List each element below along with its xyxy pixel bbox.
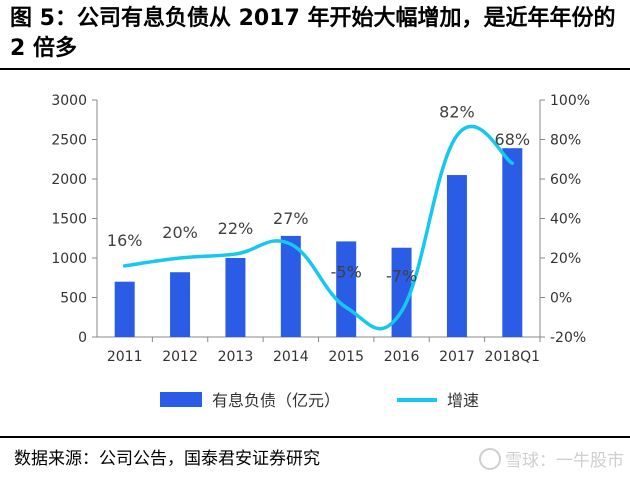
y-right-tick-label: 60% [550,172,581,188]
source-note: 数据来源：公司公告，国泰君安证券研究 [14,449,320,469]
bar [391,247,412,337]
y-left-tick-label: 2500 [51,133,87,149]
legend-bar-swatch [160,392,202,407]
combo-chart: 0 500 1000 1500 2000 2500 3000 -20% 0% 20% 40% 60% 8… [51,93,590,410]
title-rule [0,68,630,70]
x-tick-label: 2014 [273,349,309,365]
axes: 0 500 1000 1500 2000 2500 3000 -20% 0% 20% 40% 60% 8… [51,93,590,365]
watermark: 雪球：一牛股市 [479,446,624,471]
growth-data-label: 27% [273,209,309,228]
bar [280,235,301,337]
data-labels: 16% 20% 22% 27% -5% -7% 82% 68% [107,103,530,286]
x-tick-label: 2012 [162,349,198,365]
bar [336,241,357,337]
bar [114,281,135,337]
snowball-logo-icon [479,447,501,470]
x-tick-label: 2017 [439,349,475,365]
y-right-tick-label: 100% [550,93,590,109]
bars [114,148,523,337]
y-left-tick-label: 0 [78,330,87,346]
y-left-tick-label: 1000 [51,251,87,267]
y-right-tick-label: 20% [550,251,581,267]
y-right-tick-label: -20% [550,330,586,346]
y-left-tick-label: 500 [60,291,87,307]
growth-line-path [122,124,515,331]
bar [446,175,467,337]
x-tick-label: 2011 [107,349,143,365]
watermark-text: 雪球：一牛股市 [505,451,624,471]
y-left-tick-label: 2000 [51,172,87,188]
x-tick-label: 2018Q1 [485,349,541,365]
growth-data-label: 22% [218,219,254,238]
y-left-tick-label: 3000 [51,93,87,109]
footer-rule [0,436,630,438]
growth-data-label: 20% [162,223,198,242]
legend: 有息负债（亿元） 增速 [160,391,479,410]
legend-bar-label: 有息负债（亿元） [212,391,340,410]
y-right-tick-label: 80% [550,133,581,149]
growth-line [122,124,515,331]
bar [225,258,246,337]
x-tick-label: 2016 [384,349,420,365]
legend-line-label: 增速 [447,391,479,410]
y-left-tick-label: 1500 [51,212,87,228]
growth-data-label: -5% [331,262,362,281]
growth-data-label: 82% [439,103,475,122]
bar [502,148,523,337]
x-tick-label: 2013 [218,349,254,365]
x-tick-label: 2015 [328,349,364,365]
bar [170,272,191,337]
growth-data-label: 16% [107,231,143,250]
y-right-tick-label: 40% [550,212,581,228]
y-right-tick-label: 0% [550,291,572,307]
growth-data-label: -7% [386,266,417,285]
figure-title: 图 5：公司有息负债从 2017 年开始大幅增加，是近年年份的 2 倍多 [10,6,616,61]
growth-data-label: 68% [495,130,531,149]
